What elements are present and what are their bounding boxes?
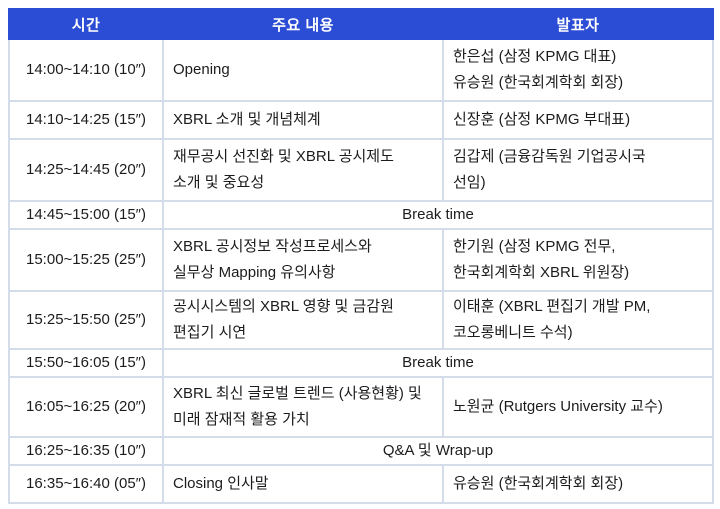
conference-schedule-table: 시간 주요 내용 발표자 14:00~14:10 (10″) Opening 한…: [8, 8, 714, 504]
time-cell: 16:05~16:25 (20″): [8, 376, 164, 438]
content-cell: XBRL 최신 글로벌 트렌드 (사용현황) 및 미래 잠재적 활용 가치: [162, 376, 444, 438]
qa-row: 16:25~16:35 (10″) Q&A 및 Wrap-up: [8, 436, 714, 466]
speaker-cell: 신장훈 (삼정 KPMG 부대표): [442, 100, 714, 140]
time-cell: 16:25~16:35 (10″): [8, 436, 164, 466]
speaker-cell: 이태훈 (XBRL 편집기 개발 PM, 코오롱베니트 수석): [442, 290, 714, 350]
time-cell: 15:50~16:05 (15″): [8, 348, 164, 378]
header-time: 시간: [8, 8, 164, 40]
merged-cell: Break time: [162, 348, 714, 378]
merged-cell: Q&A 및 Wrap-up: [162, 436, 714, 466]
time-cell: 15:25~15:50 (25″): [8, 290, 164, 350]
content-cell: Opening: [162, 38, 444, 102]
content-cell: XBRL 소개 및 개념체계: [162, 100, 444, 140]
time-cell: 14:00~14:10 (10″): [8, 38, 164, 102]
content-cell: XBRL 공시정보 작성프로세스와 실무상 Mapping 유의사항: [162, 228, 444, 292]
merged-cell: Break time: [162, 200, 714, 230]
time-cell: 15:00~15:25 (25″): [8, 228, 164, 292]
content-cell: Closing 인사말: [162, 463, 444, 504]
speaker-cell: 노원균 (Rutgers University 교수): [442, 376, 714, 438]
time-cell: 14:25~14:45 (20″): [8, 138, 164, 202]
table-row: 15:00~15:25 (25″) XBRL 공시정보 작성프로세스와 실무상 …: [8, 228, 714, 292]
table-row: 16:35~16:40 (05″) Closing 인사말 유승원 (한국회계학…: [8, 463, 714, 504]
speaker-cell: 한기원 (삼정 KPMG 전무, 한국회계학회 XBRL 위원장): [442, 228, 714, 292]
table-row: 14:10~14:25 (15″) XBRL 소개 및 개념체계 신장훈 (삼정…: [8, 100, 714, 140]
table-row: 14:00~14:10 (10″) Opening 한은섭 (삼정 KPMG 대…: [8, 38, 714, 102]
header-content: 주요 내용: [162, 8, 444, 40]
header-speaker: 발표자: [442, 8, 714, 40]
header-row: 시간 주요 내용 발표자: [8, 8, 714, 40]
table-row: 15:25~15:50 (25″) 공시시스템의 XBRL 영향 및 금감원 편…: [8, 290, 714, 350]
content-cell: 재무공시 선진화 및 XBRL 공시제도 소개 및 중요성: [162, 138, 444, 202]
time-cell: 14:45~15:00 (15″): [8, 200, 164, 230]
speaker-cell: 김갑제 (금융감독원 기업공시국 선임): [442, 138, 714, 202]
time-cell: 16:35~16:40 (05″): [8, 463, 164, 504]
speaker-cell: 한은섭 (삼정 KPMG 대표) 유승원 (한국회계학회 회장): [442, 38, 714, 102]
break-row: 15:50~16:05 (15″) Break time: [8, 348, 714, 378]
break-row: 14:45~15:00 (15″) Break time: [8, 200, 714, 230]
table-row: 16:05~16:25 (20″) XBRL 최신 글로벌 트렌드 (사용현황)…: [8, 376, 714, 438]
table-row: 14:25~14:45 (20″) 재무공시 선진화 및 XBRL 공시제도 소…: [8, 138, 714, 202]
speaker-cell: 유승원 (한국회계학회 회장): [442, 463, 714, 504]
content-cell: 공시시스템의 XBRL 영향 및 금감원 편집기 시연: [162, 290, 444, 350]
time-cell: 14:10~14:25 (15″): [8, 100, 164, 140]
